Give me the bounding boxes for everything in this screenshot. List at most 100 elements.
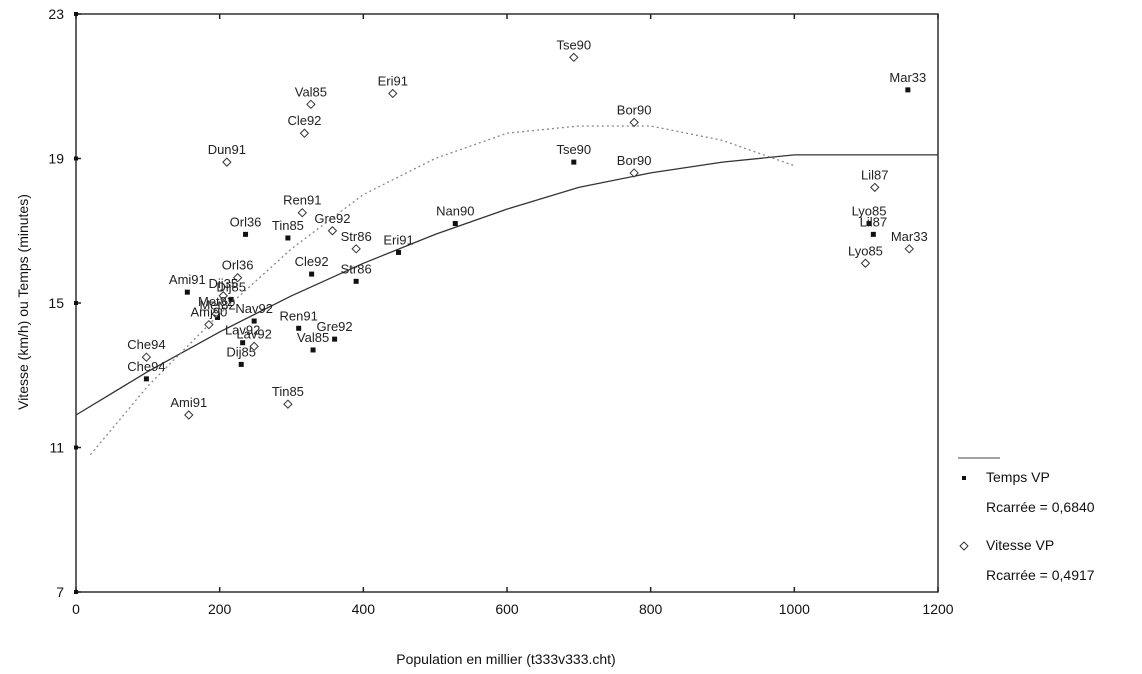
y-tick-dot [74,445,78,450]
y-tick-label: 7 [56,584,64,600]
point-temps-vp [452,221,458,227]
legend-series-name: Vitesse VP [986,537,1054,553]
point-label: Nav92 [235,301,273,316]
point-label: Lil87 [861,167,888,182]
point-vitesse-vp [204,319,214,330]
point-label: Dij85 [226,344,256,359]
point-vitesse-vp [218,291,228,301]
point-label: Gre92 [317,319,353,334]
point-temps-vp [296,325,302,331]
point-temps-vp [215,314,221,320]
point-temps-vp [905,87,911,93]
point-temps-vp [228,296,234,302]
point-label: Tse90 [556,142,591,157]
point-temps-vp [238,361,244,367]
legend: Temps VP Rcarrée = 0,6840 Vitesse VP Rcarré… [958,457,1095,583]
point-vitesse-vp [904,244,914,254]
point-label: Bor90 [617,153,652,168]
point-vitesse-vp [249,341,259,352]
point-vitesse-vp [629,168,639,178]
x-tick-label: 800 [639,601,663,617]
x-tick-label: 1200 [922,601,953,617]
y-tick-dot [74,156,78,161]
point-temps-vp [285,235,291,241]
x-tick-label: 400 [352,601,376,617]
y-axis-label: Vitesse (km/h) ou Temps (minutes) [15,194,31,410]
point-label: Lav92 [236,326,271,341]
point-label: Tse90 [556,37,591,52]
point-label: Amj90 [190,305,227,320]
point-temps-vp [332,336,338,342]
y-tick-dot [74,12,78,16]
point-temps-vp [571,159,577,165]
point-vitesse-vp [232,273,243,283]
point-label: Tin85 [272,384,304,399]
x-axis-label: Population en millier (t333v333.cht) [396,651,615,667]
y-tick-label: 19 [48,151,64,167]
point-vitesse-vp [870,182,880,193]
legend-marker-square [962,476,966,480]
y-tick-dot [74,590,78,594]
point-label: Cle92 [295,254,329,269]
point-label: Eri91 [383,232,413,247]
point-label: Mar33 [891,229,928,244]
y-tick-label: 11 [49,440,64,456]
point-label: Gre92 [314,211,350,226]
legend-marker-diamond [959,541,969,551]
point-label: Mar33 [889,70,926,85]
y-tick-dot [74,301,78,305]
point-label: Dun91 [208,142,246,157]
point-temps-vp [243,231,249,237]
x-tick-label: 200 [208,601,232,617]
point-label: Lav92 [225,323,260,338]
x-tick-label: 600 [495,601,519,617]
point-vitesse-vp [283,399,293,409]
point-label: Val85 [295,84,327,99]
axes: 0 200 400 600 800 1000 1200 7 11 15 19 23 [48,6,953,617]
point-label: Ren91 [283,193,321,208]
point-label: Met82 [199,297,235,312]
point-label: Ami91 [170,395,207,410]
point-vitesse-vp [297,207,307,218]
point-temps-vp [396,249,402,255]
point-vitesse-vp [327,226,338,236]
point-vitesse-vp [306,99,316,110]
point-label: Che94 [127,359,165,374]
point-vitesse-vp [860,258,871,268]
legend-r-squared: Rcarrée = 0,6840 [986,499,1095,515]
point-label: Val85 [297,330,329,345]
point-temps-vp [866,221,872,227]
point-temps-vp [870,231,876,237]
x-tick-label: 0 [72,601,80,617]
point-label: Dij85 [216,279,246,294]
legend-series-name: Temps VP [986,469,1050,485]
point-label: Dij35 [208,276,238,291]
point-vitesse-vp [629,117,639,128]
point-label: Eri91 [378,73,408,88]
fit-curve-temps-vp [75,154,938,416]
point-vitesse-vp [388,88,398,99]
point-label: Bor90 [617,102,652,117]
point-label: Orl36 [222,258,254,273]
y-tick-label: 23 [48,6,64,22]
point-label: Lil87 [860,214,887,229]
point-label: Lyo85 [852,204,887,219]
point-label: Che94 [127,337,165,352]
point-label: Orl36 [230,214,262,229]
point-vitesse-vp [351,244,361,254]
point-label: Nan90 [436,204,474,219]
legend-r-squared: Rcarrée = 0,4917 [986,567,1095,583]
point-vitesse-vp [222,157,232,167]
point-vitesse-vp [141,352,152,362]
point-vitesse-vp [211,309,221,319]
point-label: Cle92 [287,113,321,128]
x-tick-label: 1000 [779,601,810,617]
point-label: Ami91 [169,272,206,287]
point-label: Str86 [341,229,372,244]
point-temps-vp [309,271,315,277]
point-vitesse-vp [184,410,194,420]
point-temps-vp [251,318,257,324]
fit-curves [75,125,938,456]
